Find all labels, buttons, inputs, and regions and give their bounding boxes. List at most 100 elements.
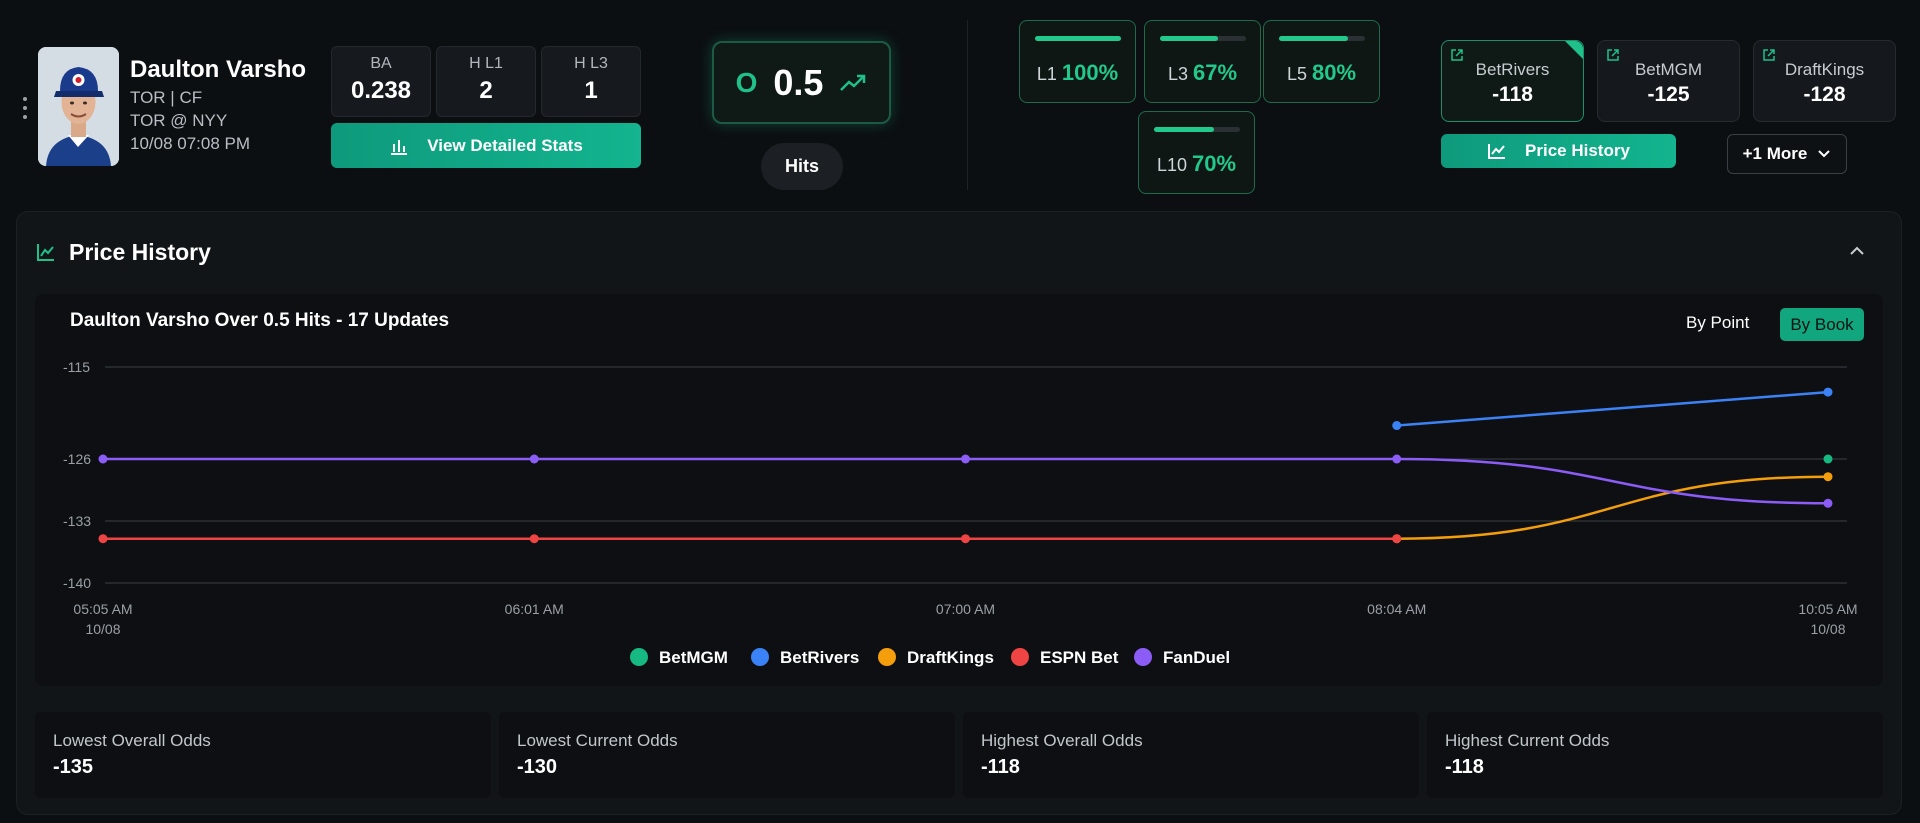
trend-label: L10 xyxy=(1156,155,1187,175)
trend-l10: L10 70% xyxy=(1138,111,1255,194)
summary-label: Lowest Current Odds xyxy=(517,731,678,750)
line-badge[interactable]: O 0.5 xyxy=(712,41,891,124)
trend-percent: 80% xyxy=(1312,60,1357,85)
trend-bar-fill xyxy=(1035,36,1121,41)
trend-l3: L3 67% xyxy=(1144,20,1261,103)
summary-lowest-overall: Lowest Overall Odds -135 xyxy=(35,712,491,798)
trend-bar xyxy=(1160,36,1246,41)
stat-label: H L1 xyxy=(469,55,503,72)
x-tick-label: 10:05 AM xyxy=(1798,601,1857,617)
series-line-draftkings xyxy=(1396,475,1829,540)
player-team-position: TOR | CF xyxy=(130,88,203,107)
player-avatar xyxy=(38,47,119,166)
external-link-icon[interactable] xyxy=(1606,48,1620,62)
trending-up-icon xyxy=(840,74,866,91)
trend-bar xyxy=(1035,36,1121,41)
book-odds: -118 xyxy=(1492,83,1533,106)
legend-swatch xyxy=(878,648,896,666)
stat-h-l1: H L1 2 xyxy=(436,46,536,117)
more-books-button[interactable]: +1 More xyxy=(1727,134,1847,174)
trend-label: L1 xyxy=(1036,64,1057,84)
data-point xyxy=(98,534,108,544)
summary-lowest-current: Lowest Current Odds -130 xyxy=(499,712,955,798)
prop-header: Daulton Varsho TOR | CF TOR @ NYY 10/08 … xyxy=(0,0,1920,205)
x-tick-date-label: 10/08 xyxy=(85,621,120,637)
y-tick-label: -133 xyxy=(63,513,91,529)
chart-card: Daulton Varsho Over 0.5 Hits - 17 Update… xyxy=(35,294,1883,686)
summary-highest-overall: Highest Overall Odds -118 xyxy=(963,712,1419,798)
book-name: BetRivers xyxy=(1475,60,1550,79)
line-chart-icon xyxy=(37,244,54,261)
book-name: BetMGM xyxy=(1634,60,1703,79)
data-point xyxy=(961,454,970,464)
trend-bar xyxy=(1154,127,1240,132)
trend-label: L5 xyxy=(1286,64,1307,84)
bar-chart-icon xyxy=(391,139,408,155)
data-point xyxy=(529,534,539,544)
view-detailed-stats-button[interactable]: View Detailed Stats xyxy=(331,123,641,168)
y-tick-label: -140 xyxy=(63,575,91,591)
trend-l5: L5 80% xyxy=(1263,20,1380,103)
game-datetime: 10/08 07:08 PM xyxy=(130,134,251,153)
data-point xyxy=(98,454,108,464)
legend-label: ESPN Bet xyxy=(1040,648,1119,667)
drag-handle-icon[interactable] xyxy=(22,97,28,119)
series-line-betrivers xyxy=(1396,390,1829,427)
chart-title: Daulton Varsho Over 0.5 Hits - 17 Update… xyxy=(70,310,450,331)
data-point xyxy=(1392,534,1402,544)
external-link-icon[interactable] xyxy=(1762,48,1776,62)
panel-title: Price History xyxy=(69,239,211,265)
data-point xyxy=(961,534,970,544)
data-point xyxy=(1823,387,1833,397)
price-history-chart: -115 -126 -133 -140 05:05 AM 10/08 06:01 AM 07:… xyxy=(63,359,1858,667)
stat-value: 1 xyxy=(584,77,598,104)
x-tick-label: 08:04 AM xyxy=(1367,601,1426,617)
book-draftkings[interactable]: DraftKings -128 xyxy=(1753,40,1896,122)
stat-label: BA xyxy=(370,55,392,72)
book-betrivers[interactable]: BetRivers -118 xyxy=(1441,40,1584,122)
legend-swatch xyxy=(751,648,769,666)
legend-label: BetRivers xyxy=(780,648,859,667)
data-point xyxy=(1823,498,1833,508)
series-line-fanduel xyxy=(103,457,1829,505)
book-betmgm[interactable]: BetMGM -125 xyxy=(1597,40,1740,122)
over-under-indicator: O xyxy=(735,66,758,98)
summary-highest-current: Highest Current Odds -118 xyxy=(1427,712,1883,798)
trend-bar-fill xyxy=(1154,127,1215,132)
x-tick-label: 06:01 AM xyxy=(505,601,564,617)
stat-value: 2 xyxy=(479,77,493,104)
external-link-icon[interactable] xyxy=(1450,48,1464,62)
book-odds: -125 xyxy=(1647,83,1690,106)
stat-label: H L3 xyxy=(574,55,608,72)
player-name: Daulton Varsho xyxy=(130,56,307,83)
header-divider xyxy=(967,20,968,190)
legend-label: FanDuel xyxy=(1163,648,1230,667)
market-label: Hits xyxy=(761,143,843,190)
legend-swatch xyxy=(630,648,648,666)
player-matchup: TOR @ NYY xyxy=(130,111,228,130)
price-history-panel: Price History Daulton Varsho Over 0.5 Hi… xyxy=(16,211,1902,815)
y-tick-label: -115 xyxy=(63,359,90,375)
legend-label: BetMGM xyxy=(659,648,728,667)
book-name: DraftKings xyxy=(1784,60,1865,79)
trend-label: L3 xyxy=(1167,64,1188,84)
trend-percent: 100% xyxy=(1061,60,1119,85)
chevron-up-icon[interactable] xyxy=(1849,243,1865,259)
data-point xyxy=(1392,454,1402,464)
price-history-button[interactable]: Price History xyxy=(1441,134,1676,168)
legend-swatch xyxy=(1134,648,1152,666)
trend-bar-fill xyxy=(1160,36,1218,41)
summary-value: -135 xyxy=(53,756,94,778)
trend-l1: L1 100% xyxy=(1019,20,1136,103)
chevron-down-icon xyxy=(1818,150,1831,158)
view-detailed-stats-label: View Detailed Stats xyxy=(427,135,583,155)
toggle-by-book[interactable]: By Book xyxy=(1780,308,1864,341)
data-point xyxy=(529,454,539,464)
toggle-by-point[interactable]: By Point xyxy=(1686,313,1750,332)
trend-percent: 67% xyxy=(1193,60,1238,85)
stat-value: 0.238 xyxy=(350,77,412,104)
trend-bar xyxy=(1279,36,1365,41)
data-point xyxy=(1392,421,1402,431)
data-point xyxy=(1823,454,1833,464)
